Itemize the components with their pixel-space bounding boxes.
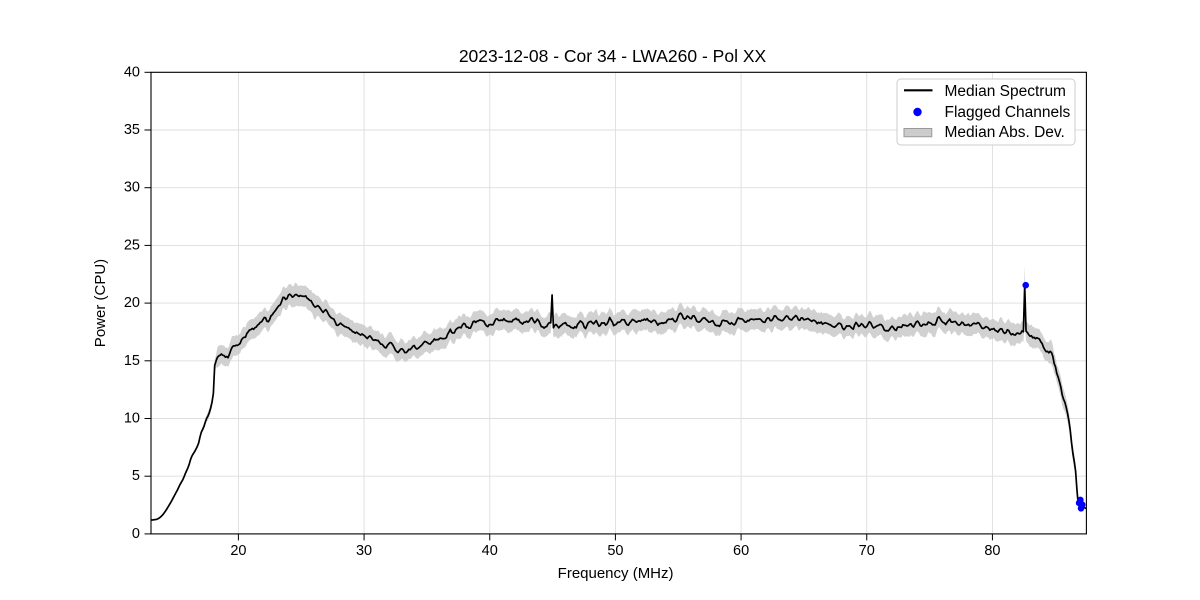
svg-text:2023-12-08 - Cor 34 - LWA260 -: 2023-12-08 - Cor 34 - LWA260 - Pol XX bbox=[459, 46, 767, 66]
svg-text:20: 20 bbox=[124, 295, 140, 311]
svg-text:60: 60 bbox=[733, 543, 749, 559]
svg-text:0: 0 bbox=[132, 526, 140, 542]
svg-text:70: 70 bbox=[859, 543, 875, 559]
svg-text:20: 20 bbox=[230, 543, 246, 559]
svg-text:25: 25 bbox=[124, 237, 140, 253]
svg-text:50: 50 bbox=[607, 543, 623, 559]
svg-text:Median Spectrum: Median Spectrum bbox=[945, 83, 1066, 100]
svg-text:5: 5 bbox=[132, 468, 140, 484]
svg-text:40: 40 bbox=[482, 543, 498, 559]
svg-text:Flagged Channels: Flagged Channels bbox=[945, 104, 1071, 121]
svg-text:80: 80 bbox=[984, 543, 1000, 559]
svg-text:Power (CPU): Power (CPU) bbox=[92, 259, 109, 347]
svg-text:Frequency (MHz): Frequency (MHz) bbox=[558, 565, 674, 582]
svg-text:10: 10 bbox=[124, 411, 140, 427]
svg-text:40: 40 bbox=[124, 64, 140, 80]
svg-text:30: 30 bbox=[356, 543, 372, 559]
svg-text:15: 15 bbox=[124, 353, 140, 369]
svg-text:Median Abs. Dev.: Median Abs. Dev. bbox=[945, 124, 1065, 141]
svg-text:30: 30 bbox=[124, 180, 140, 196]
svg-text:35: 35 bbox=[124, 122, 140, 138]
